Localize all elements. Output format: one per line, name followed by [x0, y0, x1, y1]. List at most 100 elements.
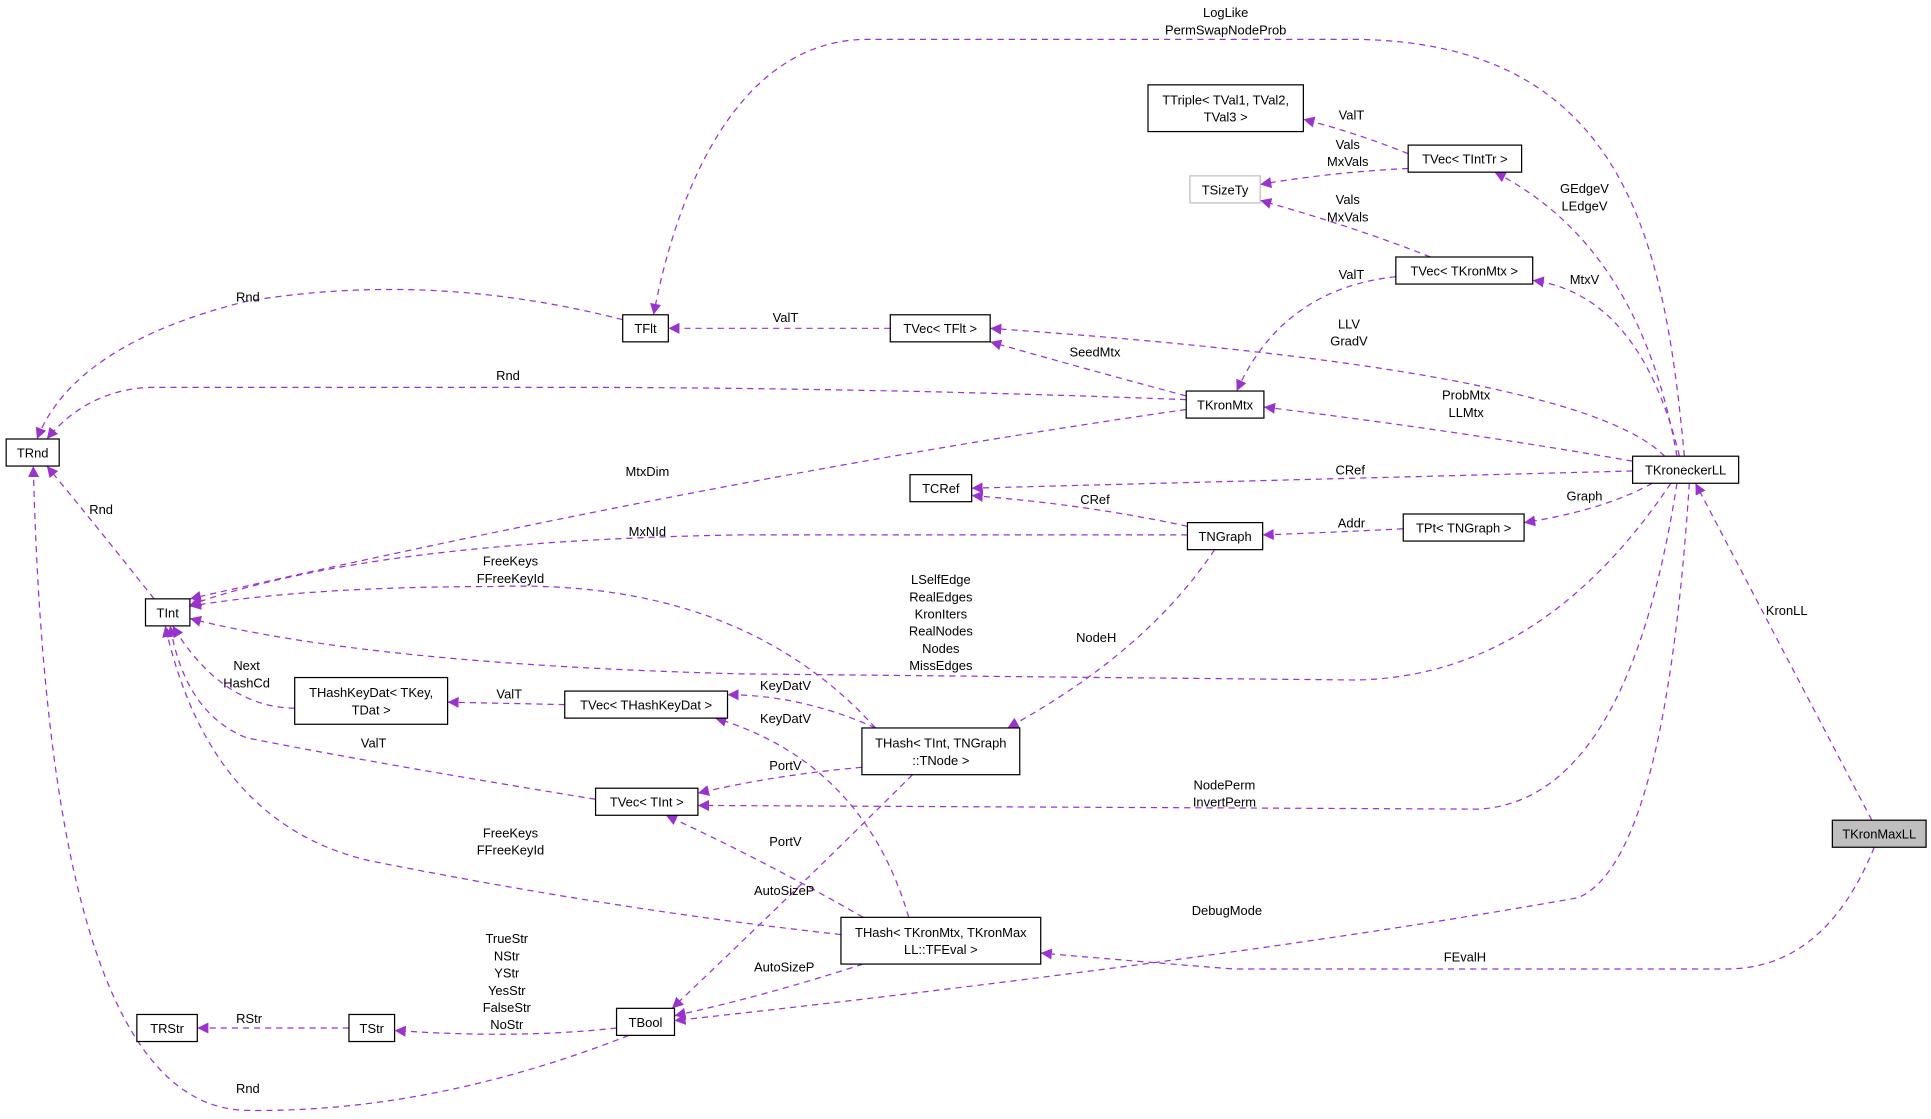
class-node-TCRef[interactable]: TCRef: [909, 474, 973, 503]
edge-line: [189, 482, 1672, 681]
class-node-THashTKronMtx[interactable]: THash< TKronMtx, TKronMaxLL::TFEval >: [840, 916, 1042, 965]
node-label: TFlt: [634, 321, 657, 336]
edge-THashTIntTNGraph-to-TBool: AutoSizeP: [671, 774, 913, 1009]
edge-label: KeyDatV: [760, 678, 811, 693]
edge-line: [1263, 402, 1633, 462]
node-label: ::TNode >: [912, 753, 969, 768]
edge-THashTKronMtx-to-TVecTHashKeyDat: KeyDatV: [715, 711, 910, 918]
edge-label: MxVals: [1327, 154, 1368, 169]
class-node-TKronMaxLL[interactable]: TKronMaxLL: [1831, 819, 1927, 848]
class-node-TSizeTy[interactable]: TSizeTy: [1189, 175, 1261, 204]
edge-label: MxVals: [1327, 209, 1368, 224]
edge-TVecTKronMtx-to-TKronMtx: ValT: [1236, 267, 1396, 392]
edge-label: Next: [233, 658, 260, 673]
node-box: [622, 314, 669, 343]
edge-TNGraph-to-THashTIntTNGraph: NodeH: [1007, 549, 1216, 729]
edges-layer: LogLikePermSwapNodeProbValTValsMxValsVal…: [28, 5, 1875, 1112]
class-node-TStr[interactable]: TStr: [348, 1013, 396, 1043]
edge-label: KronIters: [915, 607, 967, 622]
edge-THashTKronMtx-to-TInt: FreeKeys FFreeKeyId: [162, 625, 842, 936]
edge-label: Rnd: [236, 289, 260, 304]
edge-TVecTIntTr-to-TSizeTy: Vals MxVals: [1260, 137, 1409, 189]
node-label: TInt: [157, 605, 180, 620]
class-node-TNGraph[interactable]: TNGraph: [1186, 521, 1264, 551]
edge-line: [166, 625, 596, 800]
class-node-TVecTFlt[interactable]: TVec< TFlt >: [889, 314, 991, 343]
edge-line: [189, 408, 1187, 602]
edge-line: [189, 585, 876, 729]
edge-TVecTIntTr-to-TTriple: ValT: [1303, 107, 1409, 155]
edge-label: ValT: [496, 686, 522, 701]
node-label: TVec< TKronMtx >: [1411, 263, 1519, 278]
edge-line: [697, 766, 862, 797]
node-label: TVec< TInt >: [610, 795, 684, 810]
node-label: TTriple< TVal1, TVal2,: [1162, 93, 1289, 108]
edge-TPtTNGraph-to-TNGraph: Addr: [1262, 516, 1404, 541]
class-node-TFlt[interactable]: TFlt: [622, 314, 669, 343]
edge-label: Rnd: [236, 1081, 260, 1096]
edge-label: ValT: [1339, 267, 1365, 282]
edge-label: GradV: [1330, 334, 1368, 349]
edge-label: HashCd: [223, 675, 270, 690]
edge-line: [1303, 116, 1409, 155]
edge-TKroneckerLL-to-TBool: DebugMode: [674, 483, 1690, 1025]
edge-label: KeyDatV: [760, 711, 811, 726]
class-node-TBool[interactable]: TBool: [615, 1007, 676, 1036]
class-node-TVecTIntTr[interactable]: TVec< TIntTr >: [1407, 144, 1523, 173]
node-box: [348, 1013, 396, 1043]
class-node-THashTIntTNGraph[interactable]: THash< TInt, TNGraph::TNode >: [861, 727, 1021, 776]
edge-line: [1040, 847, 1875, 970]
edge-TVecTHashKeyDat-to-THashKeyDat: ValT: [447, 686, 565, 708]
class-node-TKronMtx[interactable]: TKronMtx: [1185, 390, 1265, 419]
edge-label: Nodes: [922, 641, 959, 656]
class-node-TVecTKronMtx[interactable]: TVec< TKronMtx >: [1395, 256, 1534, 285]
node-label: TDat >: [352, 702, 391, 717]
class-node-TPtTNGraph[interactable]: TPt< TNGraph >: [1402, 513, 1525, 542]
node-box: [1185, 390, 1265, 419]
edge-TBool-to-TRnd: Rnd: [28, 466, 630, 1112]
edge-label: NoStr: [490, 1017, 524, 1032]
edge-TStr-to-TRStr: RStr: [197, 1011, 349, 1034]
edge-THashKeyDat-to-TInt: Next HashCd: [172, 625, 295, 709]
class-node-TVecTHashKeyDat[interactable]: TVec< THashKeyDat >: [564, 690, 729, 719]
edge-line: [1523, 482, 1653, 527]
edge-THashTKronMtx-to-TBool: AutoSizeP: [674, 959, 864, 1019]
node-box: [594, 787, 699, 816]
class-node-TKroneckerLL[interactable]: TKroneckerLL: [1631, 455, 1740, 484]
edge-TBool-to-TStr: TrueStr NStr YStr YesStr FalseStr NoStr: [394, 931, 617, 1037]
edge-label: NStr: [494, 948, 521, 963]
edge-label: ValT: [361, 736, 387, 751]
edge-TKroneckerLL-to-TVecTFlt: LLV GradV: [990, 316, 1666, 457]
node-label: TKronMaxLL: [1842, 827, 1916, 842]
node-box: [1189, 175, 1261, 204]
edge-TVecTKronMtx-to-TSizeTy: Vals MxVals: [1260, 192, 1431, 258]
edge-line: [189, 534, 1188, 607]
class-node-TRnd[interactable]: TRnd: [5, 438, 60, 467]
edge-label: CRef: [1335, 463, 1365, 478]
class-node-THashKeyDat[interactable]: THashKeyDat< TKey, TDat >: [294, 676, 449, 725]
edge-line: [1694, 482, 1873, 821]
node-box: [861, 727, 1021, 776]
class-node-TTriple[interactable]: TTriple< TVal1, TVal2, TVal3 >: [1147, 84, 1304, 133]
class-node-TInt[interactable]: TInt: [144, 598, 191, 627]
edge-TKroneckerLL-to-TVecTInt: NodePerm InvertPerm: [697, 483, 1678, 812]
node-label: TVec< TFlt >: [903, 321, 977, 336]
edge-label: NodePerm: [1194, 777, 1256, 792]
edge-label: ValT: [1339, 107, 1365, 122]
edge-label: FreeKeys: [483, 825, 538, 840]
node-label: TStr: [360, 1021, 385, 1036]
edge-label: Rnd: [496, 368, 520, 383]
node-label: THash< TKronMtx, TKronMax: [855, 925, 1027, 940]
node-label: TSizeTy: [1202, 182, 1249, 197]
node-label: THashKeyDat< TKey,: [309, 685, 433, 700]
class-node-TRStr[interactable]: TRStr: [136, 1013, 198, 1043]
edge-label: PortV: [769, 834, 802, 849]
edge-label: Addr: [1338, 516, 1366, 531]
node-box: [1407, 144, 1523, 173]
edge-TVecTFlt-to-TFlt: ValT: [668, 310, 891, 334]
class-node-TVecTInt[interactable]: TVec< TInt >: [594, 787, 699, 816]
edge-line: [727, 689, 876, 729]
node-label: TRnd: [17, 445, 49, 460]
edge-label: TrueStr: [485, 931, 528, 946]
